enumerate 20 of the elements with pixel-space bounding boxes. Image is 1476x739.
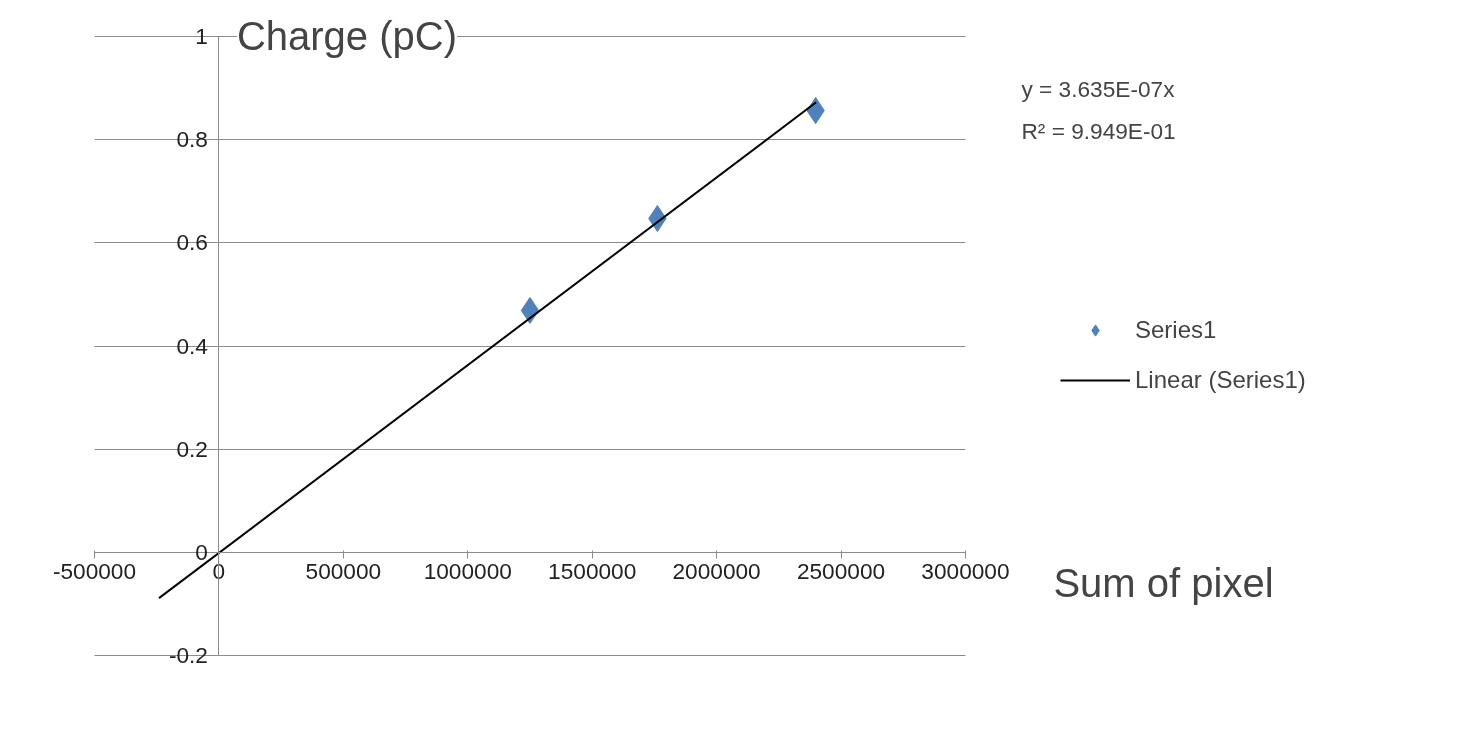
y-tick-label: 0.6 [176,229,208,256]
text: y = 3.635E-07x R² = 9.949E-01 [1021,76,1176,144]
x-tick-label: 3000000 [921,557,1010,584]
point [520,296,540,324]
y-tick-label: 0.4 [176,332,208,359]
x-tick-label: -500000 [52,557,137,584]
x-tick-label: 1000000 [423,557,512,584]
x-axis-title: Sum of pixel [1053,560,1274,605]
x-tick-label: 500000 [305,557,382,584]
y-tick-label: -0.2 [168,642,208,669]
y-tick-label: 0 [195,539,208,566]
x-tick-label: 2000000 [672,557,761,584]
y-tick-label: 0.8 [176,126,208,153]
y-tick-label: 0.2 [176,435,208,462]
legend-label: Series1 [1135,316,1217,344]
x-tick-label: 2500000 [796,557,886,584]
legend-label: Linear (Series1) [1135,366,1306,394]
y-axis-title: Charge (pC) [236,14,457,59]
y-tick-label: 1 [195,22,208,49]
x-tick-label: 1500000 [548,557,637,584]
